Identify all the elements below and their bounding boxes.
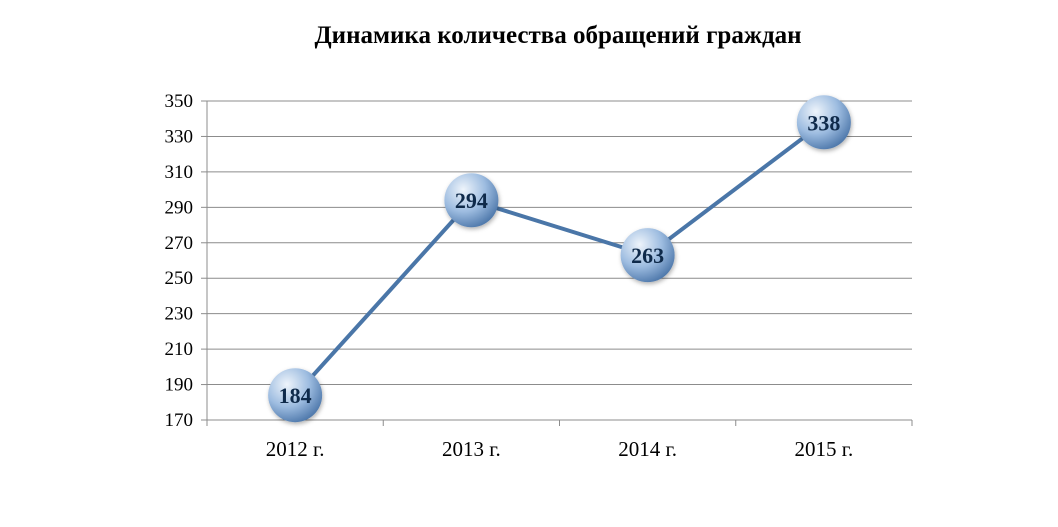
- data-labels: 184 294 263 338: [279, 110, 841, 408]
- data-label: 294: [455, 188, 488, 213]
- data-point-marker: [796, 95, 851, 150]
- data-label: 184: [279, 383, 312, 408]
- data-point-marker: [444, 173, 499, 228]
- x-axis-tick-labels: 2012 г. 2013 г. 2014 г. 2015 г.: [266, 437, 854, 461]
- x-tick-label: 2015 г.: [795, 437, 854, 461]
- y-tick-label: 270: [165, 233, 194, 254]
- y-tick-label: 290: [165, 197, 194, 218]
- y-tick-label: 350: [165, 91, 194, 112]
- y-tick-label: 170: [165, 410, 194, 431]
- y-tick-label: 250: [165, 268, 194, 289]
- y-tick-label: 190: [165, 375, 194, 396]
- axes: [201, 100, 913, 426]
- y-tick-label: 230: [165, 304, 194, 325]
- x-tick-label: 2013 г.: [442, 437, 501, 461]
- data-markers: [268, 95, 851, 423]
- x-tick-label: 2012 г.: [266, 437, 325, 461]
- y-tick-label: 330: [165, 126, 194, 147]
- y-tick-label: 210: [165, 339, 194, 360]
- chart-title: Динамика количества обращений граждан: [314, 22, 802, 49]
- series-line: [293, 120, 826, 398]
- data-label: 263: [631, 243, 664, 268]
- series-line-path: [293, 120, 826, 398]
- data-point-marker: [620, 228, 675, 283]
- y-tick-label: 310: [165, 162, 194, 183]
- gridlines: [207, 100, 912, 386]
- y-axis-tick-labels: 350 330 310 290 270 250 230 210 190 170: [165, 91, 194, 431]
- data-point-marker: [268, 368, 323, 423]
- data-label: 338: [807, 110, 840, 135]
- x-tick-label: 2014 г.: [618, 437, 677, 461]
